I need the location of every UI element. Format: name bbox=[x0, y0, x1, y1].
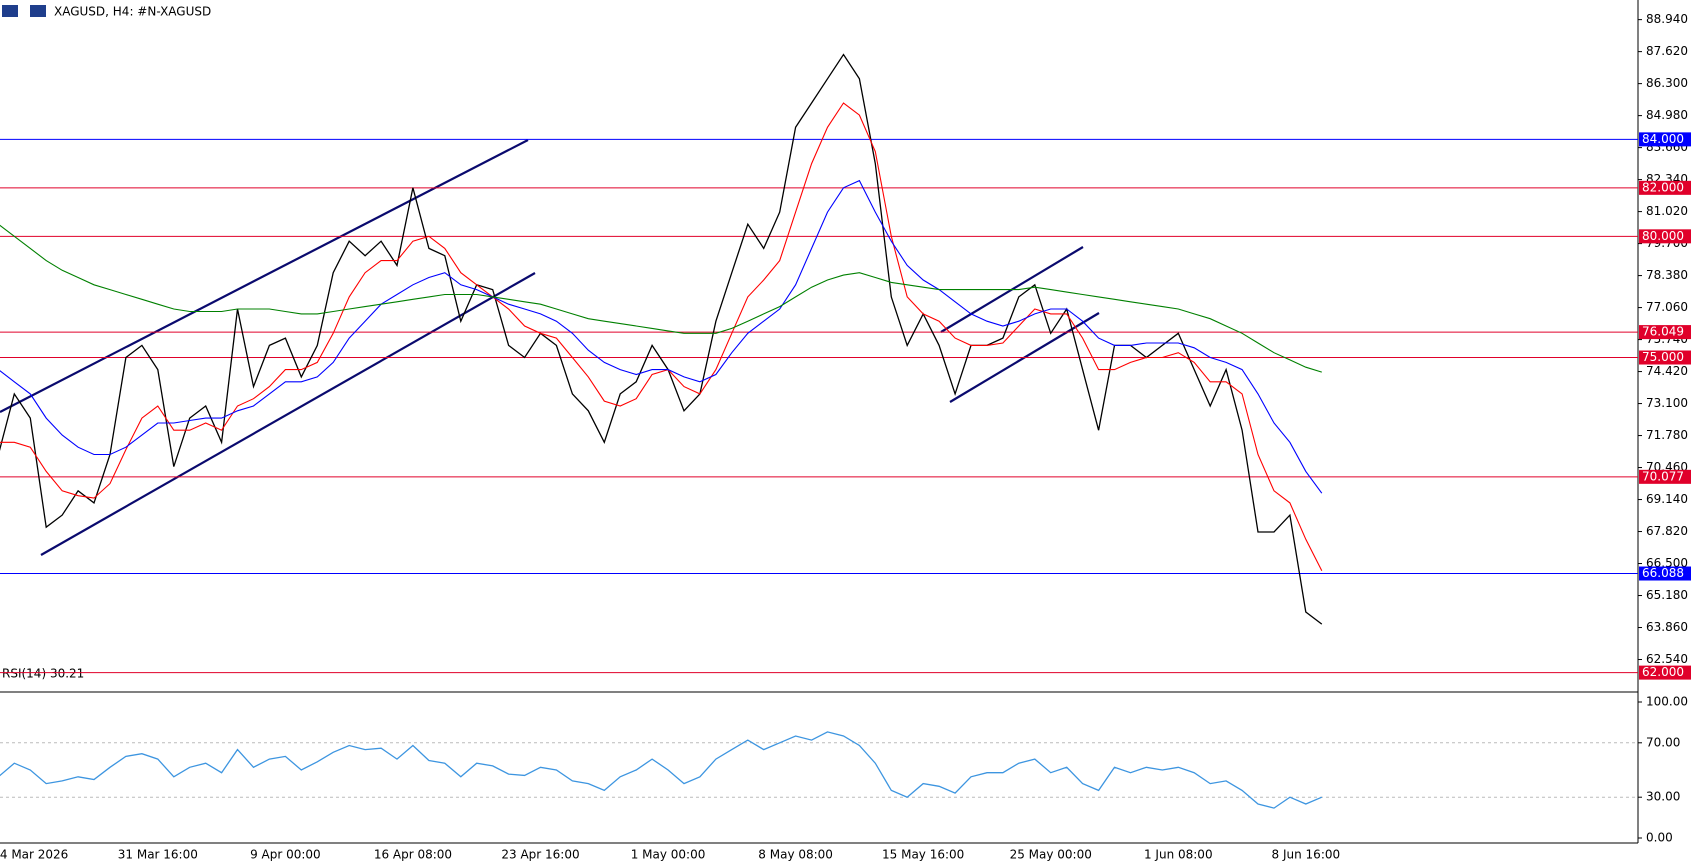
x-tick-label: 8 Jun 16:00 bbox=[1272, 848, 1341, 862]
x-tick-label: 1 Jun 08:00 bbox=[1144, 848, 1213, 862]
y-tick-label: 87.620 bbox=[1646, 44, 1688, 58]
x-tick-label: 8 May 08:00 bbox=[758, 848, 833, 862]
x-tick-label: 31 Mar 16:00 bbox=[118, 848, 198, 862]
level-label: 75.000 bbox=[1642, 350, 1684, 364]
level-label-box bbox=[1639, 469, 1691, 484]
y-tick-label: 81.020 bbox=[1646, 204, 1688, 218]
level-label-box bbox=[1639, 180, 1691, 195]
series-line bbox=[0, 731, 1323, 809]
series-line bbox=[0, 102, 1323, 572]
series-line bbox=[0, 224, 1322, 373]
y-tick-label: 100.00 bbox=[1646, 695, 1688, 709]
x-tick-label: 23 Apr 16:00 bbox=[501, 848, 579, 862]
x-tick-label: 15 May 16:00 bbox=[882, 848, 964, 862]
channel-line bbox=[40, 272, 536, 556]
level-label: 84.000 bbox=[1642, 132, 1684, 146]
y-tick-label: 74.420 bbox=[1646, 364, 1688, 378]
series-line bbox=[0, 179, 1323, 494]
y-tick-label: 67.820 bbox=[1646, 524, 1688, 538]
icon bbox=[30, 5, 46, 17]
level-label: 66.088 bbox=[1642, 566, 1684, 580]
x-tick-label: 16 Apr 08:00 bbox=[374, 848, 452, 862]
level-label: 76.049 bbox=[1642, 325, 1684, 339]
level-label-box bbox=[1639, 350, 1691, 365]
y-tick-label: 88.940 bbox=[1646, 12, 1688, 26]
y-tick-label: 73.100 bbox=[1646, 396, 1688, 410]
y-tick-label: 78.380 bbox=[1646, 268, 1688, 282]
chart-title: XAGUSD, H4: #N-XAGUSD bbox=[54, 5, 211, 19]
y-tick-label: 71.780 bbox=[1646, 428, 1688, 442]
channel-line bbox=[0, 139, 529, 413]
level-label-box bbox=[1639, 665, 1691, 680]
level-label: 82.000 bbox=[1642, 180, 1684, 194]
level-label: 80.000 bbox=[1642, 229, 1684, 243]
icon bbox=[2, 5, 18, 17]
y-tick-label: 69.140 bbox=[1646, 492, 1688, 506]
level-label-box bbox=[1639, 229, 1691, 244]
x-tick-label: 25 May 00:00 bbox=[1010, 848, 1092, 862]
x-tick-label: 9 Apr 00:00 bbox=[250, 848, 321, 862]
x-tick-label: 1 May 00:00 bbox=[631, 848, 706, 862]
y-tick-label: 0.00 bbox=[1646, 831, 1673, 845]
x-tick-label: 24 Mar 2026 bbox=[0, 848, 68, 862]
y-tick-label: 63.860 bbox=[1646, 620, 1688, 634]
series-line bbox=[0, 53, 1323, 625]
y-tick-label: 77.060 bbox=[1646, 300, 1688, 314]
y-tick-label: 86.300 bbox=[1646, 76, 1688, 90]
level-label-box bbox=[1639, 325, 1691, 340]
level-label-box bbox=[1639, 566, 1691, 581]
level-label-box bbox=[1639, 132, 1691, 147]
level-label: 70.077 bbox=[1642, 469, 1684, 483]
y-tick-label: 70.00 bbox=[1646, 735, 1680, 749]
rsi-title: RSI(14) 30.21 bbox=[2, 667, 84, 681]
y-tick-label: 84.980 bbox=[1646, 108, 1688, 122]
y-tick-label: 65.180 bbox=[1646, 588, 1688, 602]
y-tick-label: 30.00 bbox=[1646, 790, 1680, 804]
level-label: 62.000 bbox=[1642, 665, 1684, 679]
y-tick-label: 62.540 bbox=[1646, 652, 1688, 666]
